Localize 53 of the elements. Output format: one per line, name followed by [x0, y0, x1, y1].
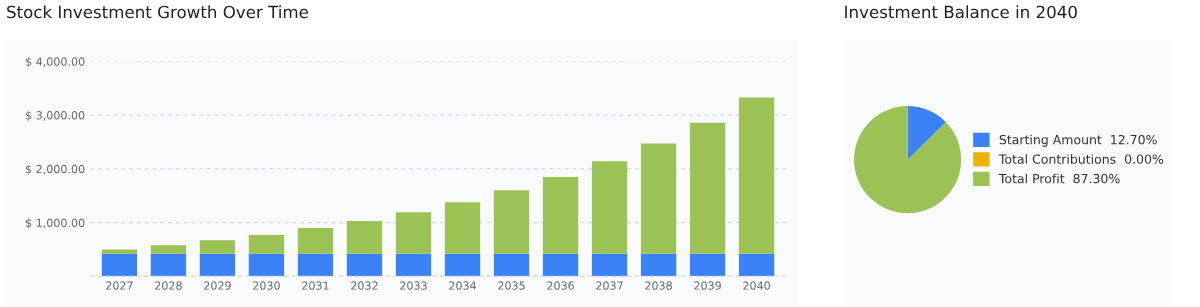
x-tick-label: 2034	[449, 281, 477, 290]
y-tick-label: $ 3,000.00	[25, 110, 85, 121]
bar	[150, 245, 187, 254]
x-tick-label: 2037	[596, 281, 623, 290]
bar	[101, 249, 138, 254]
y-tick-label: $ 2,000.00	[25, 164, 85, 175]
bar	[689, 122, 726, 254]
bar	[591, 161, 628, 254]
legend-label: Starting Amount 12.70%	[999, 134, 1157, 147]
chart-title: Stock Investment Growth Over Time	[7, 5, 309, 19]
x-tick-label: 2038	[645, 281, 672, 290]
x-tick-label: 2033	[400, 281, 427, 290]
bar	[150, 253, 187, 277]
x-tick-label: 2028	[155, 281, 182, 290]
y-tick-label: $ 4,000.00	[25, 57, 85, 68]
bar	[346, 220, 383, 254]
bar	[444, 253, 481, 277]
bar	[738, 253, 775, 277]
bar	[101, 253, 138, 277]
bar	[542, 253, 579, 277]
bar	[248, 234, 285, 254]
bar	[493, 190, 530, 254]
bar	[395, 253, 432, 277]
bar	[297, 253, 334, 277]
bar	[297, 227, 334, 254]
chart-title: Investment Balance in 2040	[845, 5, 1077, 19]
bar	[199, 240, 236, 254]
x-tick-label: 2031	[302, 281, 329, 290]
x-tick-label: 2030	[253, 281, 280, 290]
bar	[493, 253, 530, 277]
bar	[542, 176, 579, 254]
bar	[738, 97, 775, 254]
x-tick-label: 2036	[547, 281, 574, 290]
bar	[444, 202, 481, 254]
bar	[640, 253, 677, 277]
x-tick-label: 2040	[743, 281, 770, 290]
x-tick-label: 2027	[106, 281, 133, 290]
pie-slice	[854, 106, 962, 214]
x-tick-label: 2029	[204, 281, 231, 290]
bar	[395, 212, 432, 254]
bar	[689, 253, 726, 277]
bar	[640, 143, 677, 254]
legend-label: Total Profit 87.30%	[998, 173, 1120, 184]
x-tick-label: 2032	[351, 281, 378, 290]
y-tick-label: $ 1,000.00	[25, 218, 85, 229]
bar	[591, 253, 628, 277]
x-tick-label: 2035	[498, 281, 525, 290]
bar	[248, 253, 285, 277]
x-tick-label: 2039	[694, 281, 721, 290]
bar	[199, 253, 236, 277]
legend-label: Total Contributions 0.00%	[998, 154, 1164, 164]
pie-slice	[907, 106, 946, 160]
bar	[346, 253, 383, 277]
